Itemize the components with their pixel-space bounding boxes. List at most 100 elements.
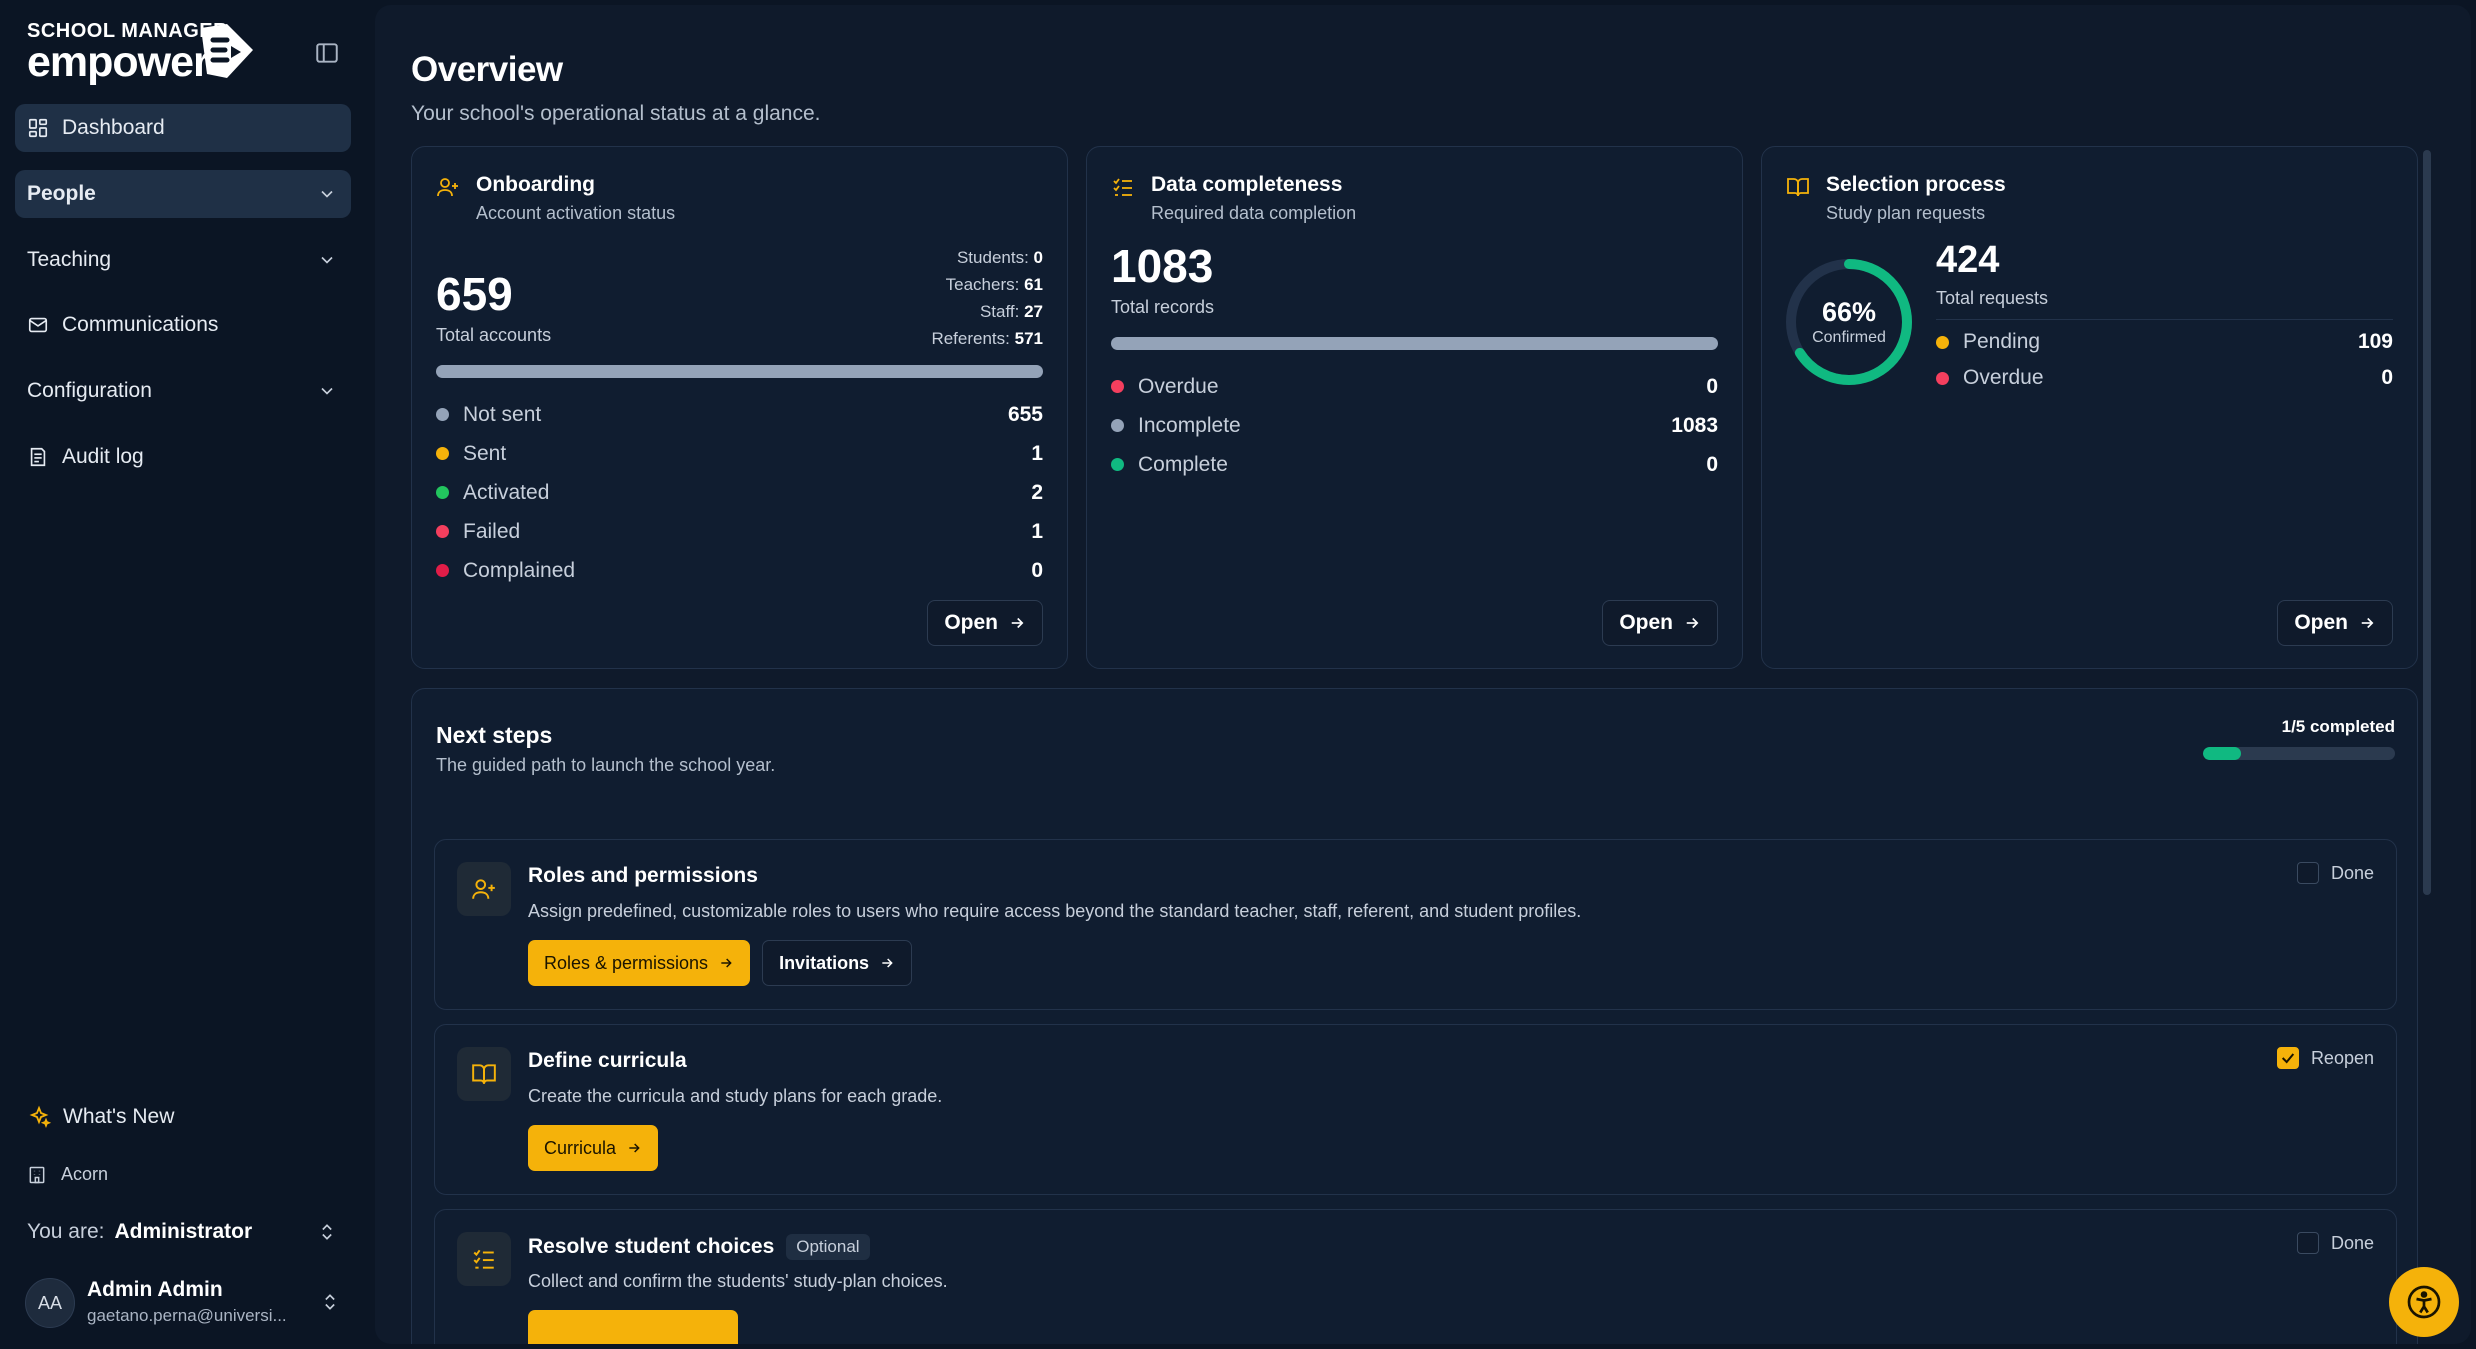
- check-icon: [2281, 1053, 2295, 1064]
- step-description: Create the curricula and study plans for…: [528, 1086, 943, 1106]
- legend-value: 109: [2357, 330, 2393, 353]
- step-description: Collect and confirm the students' study-…: [528, 1271, 948, 1291]
- user-name: Admin Admin: [87, 1278, 223, 1301]
- legend-item: Not sent 655: [436, 395, 1043, 434]
- confirmed-percent: 66%: [1821, 297, 1877, 327]
- user-plus-icon: [472, 879, 495, 899]
- legend-label: Pending: [1963, 330, 2041, 353]
- steps-progress-bar: [2203, 747, 2395, 760]
- invitations-button[interactable]: Invitations: [762, 940, 913, 986]
- steps-progress-fill: [2203, 747, 2242, 760]
- accessibility-button[interactable]: [2389, 1267, 2459, 1337]
- legend-item: Pending 109: [1936, 324, 2393, 360]
- step-reopen-checkbox[interactable]: Reopen: [2276, 1047, 2374, 1069]
- step-done-checkbox[interactable]: Done: [2296, 1232, 2374, 1254]
- confirmed-ring-progress: [1786, 259, 1912, 385]
- sidebar-item-teaching[interactable]: Teaching: [15, 236, 351, 284]
- checkbox-label: Done: [2330, 1232, 2374, 1253]
- sidebar-item-configuration[interactable]: Configuration: [15, 367, 351, 415]
- sidebar-item-label: Dashboard: [62, 116, 165, 139]
- school-name: Acorn: [61, 1164, 109, 1184]
- legend-label: Failed: [463, 519, 521, 543]
- chevrons-up-down-icon: [322, 1224, 332, 1240]
- next-steps-panel: Next steps The guided path to launch the…: [411, 688, 2418, 1344]
- legend-value: 655: [1007, 402, 1043, 426]
- legend-label: Incomplete: [1138, 413, 1241, 437]
- building-icon: [29, 1166, 45, 1183]
- roles-permissions-button[interactable]: Roles & permissions: [528, 940, 751, 986]
- status-dot: [436, 525, 449, 538]
- checkbox[interactable]: [2296, 862, 2319, 884]
- sidebar-item-label: Communications: [62, 313, 219, 336]
- legend-label: Sent: [463, 441, 507, 465]
- status-dot: [1111, 380, 1124, 393]
- status-dot: [1936, 335, 1949, 349]
- sidebar-item-dashboard[interactable]: Dashboard: [15, 104, 351, 152]
- chevron-down-icon: [321, 190, 333, 198]
- legend-label: Overdue: [1138, 374, 1219, 398]
- whats-new-link[interactable]: What's New: [27, 1105, 174, 1129]
- scrollbar[interactable]: [2423, 150, 2431, 895]
- role-value: Administrator: [114, 1220, 253, 1243]
- user-email: gaetano.perna@universi...: [87, 1306, 287, 1325]
- legend-item: Overdue 0: [1936, 360, 2393, 396]
- mail-icon: [28, 317, 48, 333]
- checkbox[interactable]: [2276, 1047, 2299, 1069]
- open-button-label: Open: [2294, 611, 2348, 634]
- breakdown-value: 571: [1014, 329, 1043, 348]
- role-switcher[interactable]: You are: Administrator: [27, 1216, 337, 1248]
- accounts-breakdown: Students: 0 Teachers: 61 Staff: 27 Refer…: [931, 244, 1043, 352]
- legend-item: Incomplete 1083: [1111, 406, 1718, 445]
- arrow-right-icon: [629, 1143, 640, 1153]
- breakdown-value: 27: [1024, 302, 1043, 321]
- legend-value: 0: [2381, 366, 2393, 389]
- status-dot: [436, 486, 449, 499]
- legend-item: Failed 1: [436, 512, 1043, 551]
- sidebar-item-audit-log[interactable]: Audit log: [15, 433, 351, 481]
- book-open-icon: [472, 1064, 496, 1084]
- sidebar-item-label: Teaching: [27, 248, 112, 271]
- student-choices-button[interactable]: [528, 1310, 738, 1344]
- legend-value: 1: [1031, 519, 1043, 543]
- card-subtitle: Required data completion: [1151, 203, 1357, 223]
- curricula-button[interactable]: Curricula: [528, 1125, 659, 1171]
- step-done-checkbox[interactable]: Done: [2296, 862, 2374, 884]
- legend-item: Overdue 0: [1111, 367, 1718, 406]
- breakdown-label: Students:: [956, 248, 1029, 267]
- sidebar-toggle-icon[interactable]: [314, 40, 340, 66]
- sidebar-item-communications[interactable]: Communications: [15, 301, 351, 349]
- step-title-text: Define curricula: [528, 1049, 687, 1072]
- legend-item: Complained 0: [436, 551, 1043, 590]
- selection-open-button[interactable]: Open: [2277, 600, 2393, 646]
- step-actions: Roles & permissions Invitations: [528, 940, 913, 986]
- legend-value: 0: [1706, 374, 1718, 398]
- legend-label: Not sent: [463, 402, 542, 426]
- legend-value: 2: [1031, 480, 1043, 504]
- user-menu[interactable]: AA Admin Admin gaetano.perna@universi...: [25, 1276, 340, 1330]
- step-resolve-student-choices: Resolve student choices Optional Collect…: [434, 1209, 2397, 1344]
- status-dot: [1936, 371, 1949, 385]
- arrow-right-icon: [721, 958, 732, 968]
- confirmed-label: Confirmed: [1812, 329, 1886, 346]
- list-checks-icon: [473, 1249, 494, 1269]
- data-completeness-card: Data completeness Required data completi…: [1086, 146, 1743, 669]
- step-title: Define curricula: [528, 1049, 687, 1073]
- checkbox[interactable]: [2296, 1232, 2319, 1254]
- legend-value: 0: [1706, 452, 1718, 476]
- legend-item: Complete 0: [1111, 445, 1718, 484]
- onboarding-card: Onboarding Account activation status Stu…: [411, 146, 1068, 669]
- onboarding-open-button[interactable]: Open: [927, 600, 1043, 646]
- school-selector[interactable]: Acorn: [27, 1164, 108, 1185]
- legend-value: 1083: [1671, 413, 1718, 437]
- sidebar-item-people[interactable]: People: [15, 170, 351, 218]
- legend-label: Activated: [463, 480, 550, 504]
- brand-logo[interactable]: SCHOOL MANAGER empower: [27, 20, 257, 84]
- whats-new-label: What's New: [63, 1105, 175, 1128]
- status-dot: [436, 564, 449, 577]
- sidebar-item-label: Configuration: [27, 379, 152, 402]
- data-completeness-open-button[interactable]: Open: [1602, 600, 1718, 646]
- user-plus-icon: [437, 178, 458, 197]
- card-title: Onboarding: [476, 173, 595, 196]
- selection-process-card: Selection process Study plan requests 66…: [1761, 146, 2418, 669]
- legend-label: Complete: [1138, 452, 1228, 476]
